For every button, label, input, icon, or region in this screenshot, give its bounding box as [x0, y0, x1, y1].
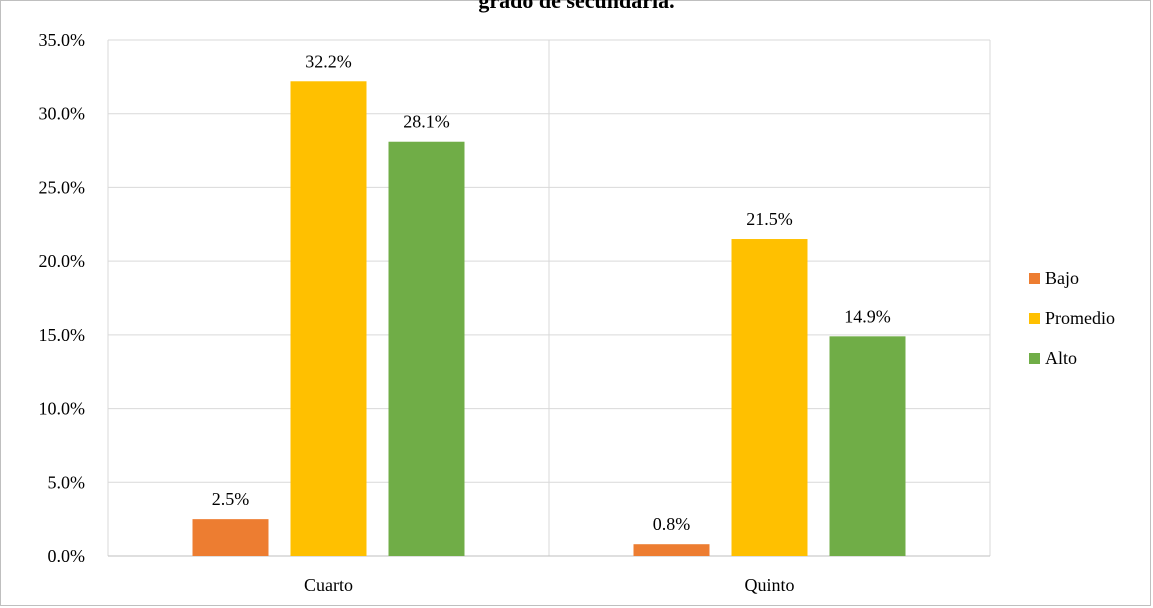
- x-tick-label: Quinto: [744, 575, 794, 595]
- y-tick-label: 5.0%: [48, 472, 86, 492]
- legend-item-alto: Alto: [1029, 338, 1115, 378]
- data-label-alto-quinto: 14.9%: [844, 306, 891, 326]
- bar-alto-quinto: [830, 336, 906, 556]
- data-label-bajo-quinto: 0.8%: [653, 514, 691, 534]
- data-label-alto-cuarto: 28.1%: [403, 112, 450, 132]
- data-label-promedio-quinto: 21.5%: [746, 209, 793, 229]
- bar-promedio-quinto: [732, 239, 808, 556]
- legend-swatch-alto: [1029, 353, 1040, 364]
- y-tick-label: 30.0%: [39, 104, 86, 124]
- legend: Bajo Promedio Alto: [1029, 258, 1115, 378]
- bar-bajo-quinto: [634, 544, 710, 556]
- legend-item-promedio: Promedio: [1029, 298, 1115, 338]
- y-tick-label: 15.0%: [39, 325, 86, 345]
- legend-label-bajo: Bajo: [1045, 268, 1079, 289]
- legend-label-promedio: Promedio: [1045, 308, 1115, 329]
- bar-promedio-cuarto: [291, 81, 367, 556]
- data-label-bajo-cuarto: 2.5%: [212, 489, 250, 509]
- legend-item-bajo: Bajo: [1029, 258, 1115, 298]
- bar-bajo-cuarto: [193, 519, 269, 556]
- bar-alto-cuarto: [389, 142, 465, 556]
- legend-swatch-promedio: [1029, 313, 1040, 324]
- y-tick-label: 10.0%: [39, 399, 86, 419]
- legend-swatch-bajo: [1029, 273, 1040, 284]
- y-tick-label: 0.0%: [48, 546, 86, 566]
- y-tick-label: 20.0%: [39, 251, 86, 271]
- y-tick-label: 35.0%: [39, 30, 86, 50]
- x-tick-label: Cuarto: [304, 575, 353, 595]
- y-tick-label: 25.0%: [39, 177, 86, 197]
- data-label-promedio-cuarto: 32.2%: [305, 51, 352, 71]
- legend-label-alto: Alto: [1045, 348, 1077, 369]
